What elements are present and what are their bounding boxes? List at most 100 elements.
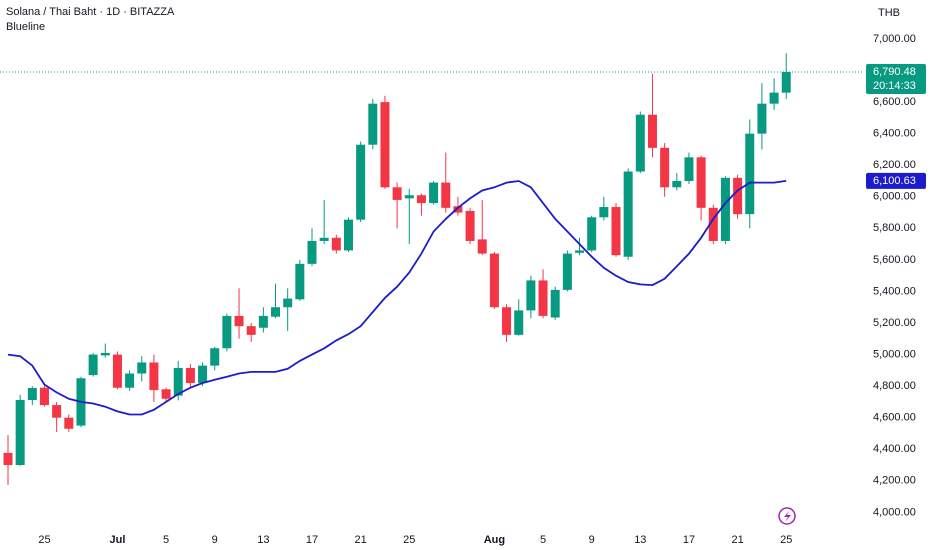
x-tick-label: Jul [109, 534, 125, 546]
candle-body [125, 373, 135, 388]
lightning-icon[interactable] [778, 507, 796, 525]
x-tick-label: 5 [540, 534, 546, 546]
candle-body [538, 280, 548, 316]
candle-body [356, 144, 366, 220]
y-tick-label: 4,800.00 [873, 380, 916, 392]
candle-body [52, 405, 62, 418]
candle-body [331, 237, 341, 251]
x-tick-label: 17 [683, 534, 695, 546]
candle-body [112, 354, 122, 388]
y-tick-label: 4,000.00 [873, 506, 916, 518]
candle-body [15, 400, 25, 466]
candle-body [404, 195, 414, 199]
candle-body [477, 239, 487, 254]
x-tick-label: 25 [403, 534, 415, 546]
candle-body [489, 253, 499, 308]
candle-body [343, 219, 353, 251]
candle-body [210, 348, 220, 366]
candle-body [647, 114, 657, 148]
candle-body [137, 362, 147, 374]
ma-value-box [866, 172, 926, 189]
x-tick-label: 17 [306, 534, 318, 546]
x-tick-label: Aug [484, 534, 505, 546]
candle-body [708, 207, 718, 241]
candle-body [295, 263, 305, 300]
candle-body [392, 187, 402, 200]
countdown-label: 20:14:33 [873, 80, 916, 92]
candle-body [720, 177, 730, 241]
y-tick-label: 5,800.00 [873, 222, 916, 234]
candle-body [149, 362, 159, 391]
candle-body [623, 171, 633, 257]
candle-body [611, 207, 621, 256]
candle-body [185, 367, 195, 383]
ma-value-label: 6,100.63 [873, 175, 916, 187]
indicator-name: Blueline [6, 21, 45, 33]
x-tick-label: 5 [163, 534, 169, 546]
candle-body [696, 157, 706, 208]
x-tick-label: 9 [589, 534, 595, 546]
y-tick-label: 4,200.00 [873, 475, 916, 487]
candle-body [27, 388, 37, 401]
candle-body [575, 250, 585, 253]
y-tick-label: 5,000.00 [873, 348, 916, 360]
candle-body [258, 315, 268, 328]
candle-body [526, 280, 536, 311]
candle-body [757, 103, 767, 134]
last-price-box [866, 64, 926, 95]
y-tick-label: 6,000.00 [873, 191, 916, 203]
candle-body [514, 310, 524, 335]
candle-body [781, 72, 791, 93]
candle-body [587, 217, 597, 251]
candle-body [173, 367, 183, 396]
candle-body [441, 182, 451, 208]
y-tick-label: 5,600.00 [873, 254, 916, 266]
y-tick-label: 5,200.00 [873, 317, 916, 329]
icon-bolt[interactable] [784, 511, 791, 522]
currency-label: THB [878, 7, 900, 19]
ma-line [7, 180, 787, 416]
candle-body [416, 195, 426, 204]
candle-body [745, 133, 755, 215]
candle-body [465, 210, 475, 241]
candle-body [283, 298, 293, 308]
candle-body [319, 237, 329, 241]
candle-body [39, 387, 49, 406]
candle-body [599, 207, 609, 218]
candle-body [271, 307, 281, 317]
candle-body [769, 92, 779, 104]
candle-body [88, 354, 98, 376]
candle-body [100, 352, 110, 356]
candle-body [502, 307, 512, 335]
candle-body [453, 206, 463, 213]
candle-body [562, 253, 572, 290]
icon-circle[interactable] [778, 507, 796, 525]
candle-body [222, 315, 232, 349]
candle-body [161, 389, 171, 399]
candle-body [246, 326, 256, 335]
candle-body [307, 240, 317, 264]
y-tick-label: 4,600.00 [873, 412, 916, 424]
chart-title: Solana / Thai Baht · 1D · BITAZZA [6, 6, 175, 18]
candle-body [234, 315, 244, 327]
x-tick-label: 25 [38, 534, 50, 546]
candle-body [550, 289, 560, 318]
candle-body [660, 147, 670, 188]
y-tick-label: 6,200.00 [873, 159, 916, 171]
y-tick-label: 4,400.00 [873, 443, 916, 455]
x-tick-label: 13 [634, 534, 646, 546]
x-tick-label: 9 [212, 534, 218, 546]
candle-body [198, 365, 208, 383]
candle-body [684, 157, 694, 181]
candle-body [368, 103, 378, 145]
y-tick-label: 6,400.00 [873, 128, 916, 140]
x-tick-label: 21 [355, 534, 367, 546]
candle-body [3, 452, 13, 466]
x-tick-label: 13 [257, 534, 269, 546]
candle-body [672, 180, 682, 188]
x-tick-label: 25 [780, 534, 792, 546]
y-tick-label: 7,000.00 [873, 33, 916, 45]
candle-body [733, 177, 743, 215]
